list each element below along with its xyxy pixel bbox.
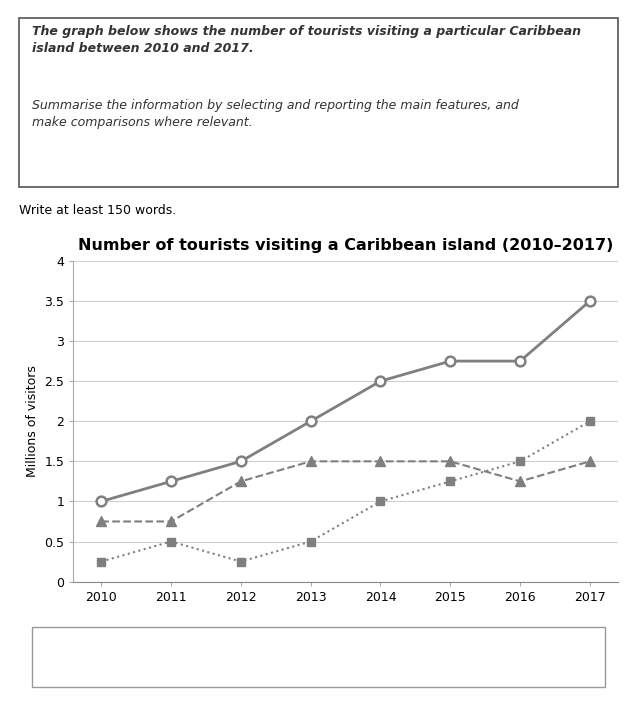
- Text: Visitors staying on cruise ships: Visitors staying on cruise ships: [106, 651, 289, 664]
- Text: Visitors staying on island: Visitors staying on island: [341, 651, 490, 664]
- Text: Total: Total: [519, 651, 547, 664]
- Text: Summarise the information by selecting and reporting the main features, and
make: Summarise the information by selecting a…: [32, 99, 519, 129]
- Y-axis label: Millions of visitors: Millions of visitors: [25, 365, 39, 477]
- Text: Write at least 150 words.: Write at least 150 words.: [19, 204, 176, 217]
- Text: The graph below shows the number of tourists visiting a particular Caribbean
isl: The graph below shows the number of tour…: [32, 25, 581, 55]
- Title: Number of tourists visiting a Caribbean island (2010–2017): Number of tourists visiting a Caribbean …: [78, 238, 613, 252]
